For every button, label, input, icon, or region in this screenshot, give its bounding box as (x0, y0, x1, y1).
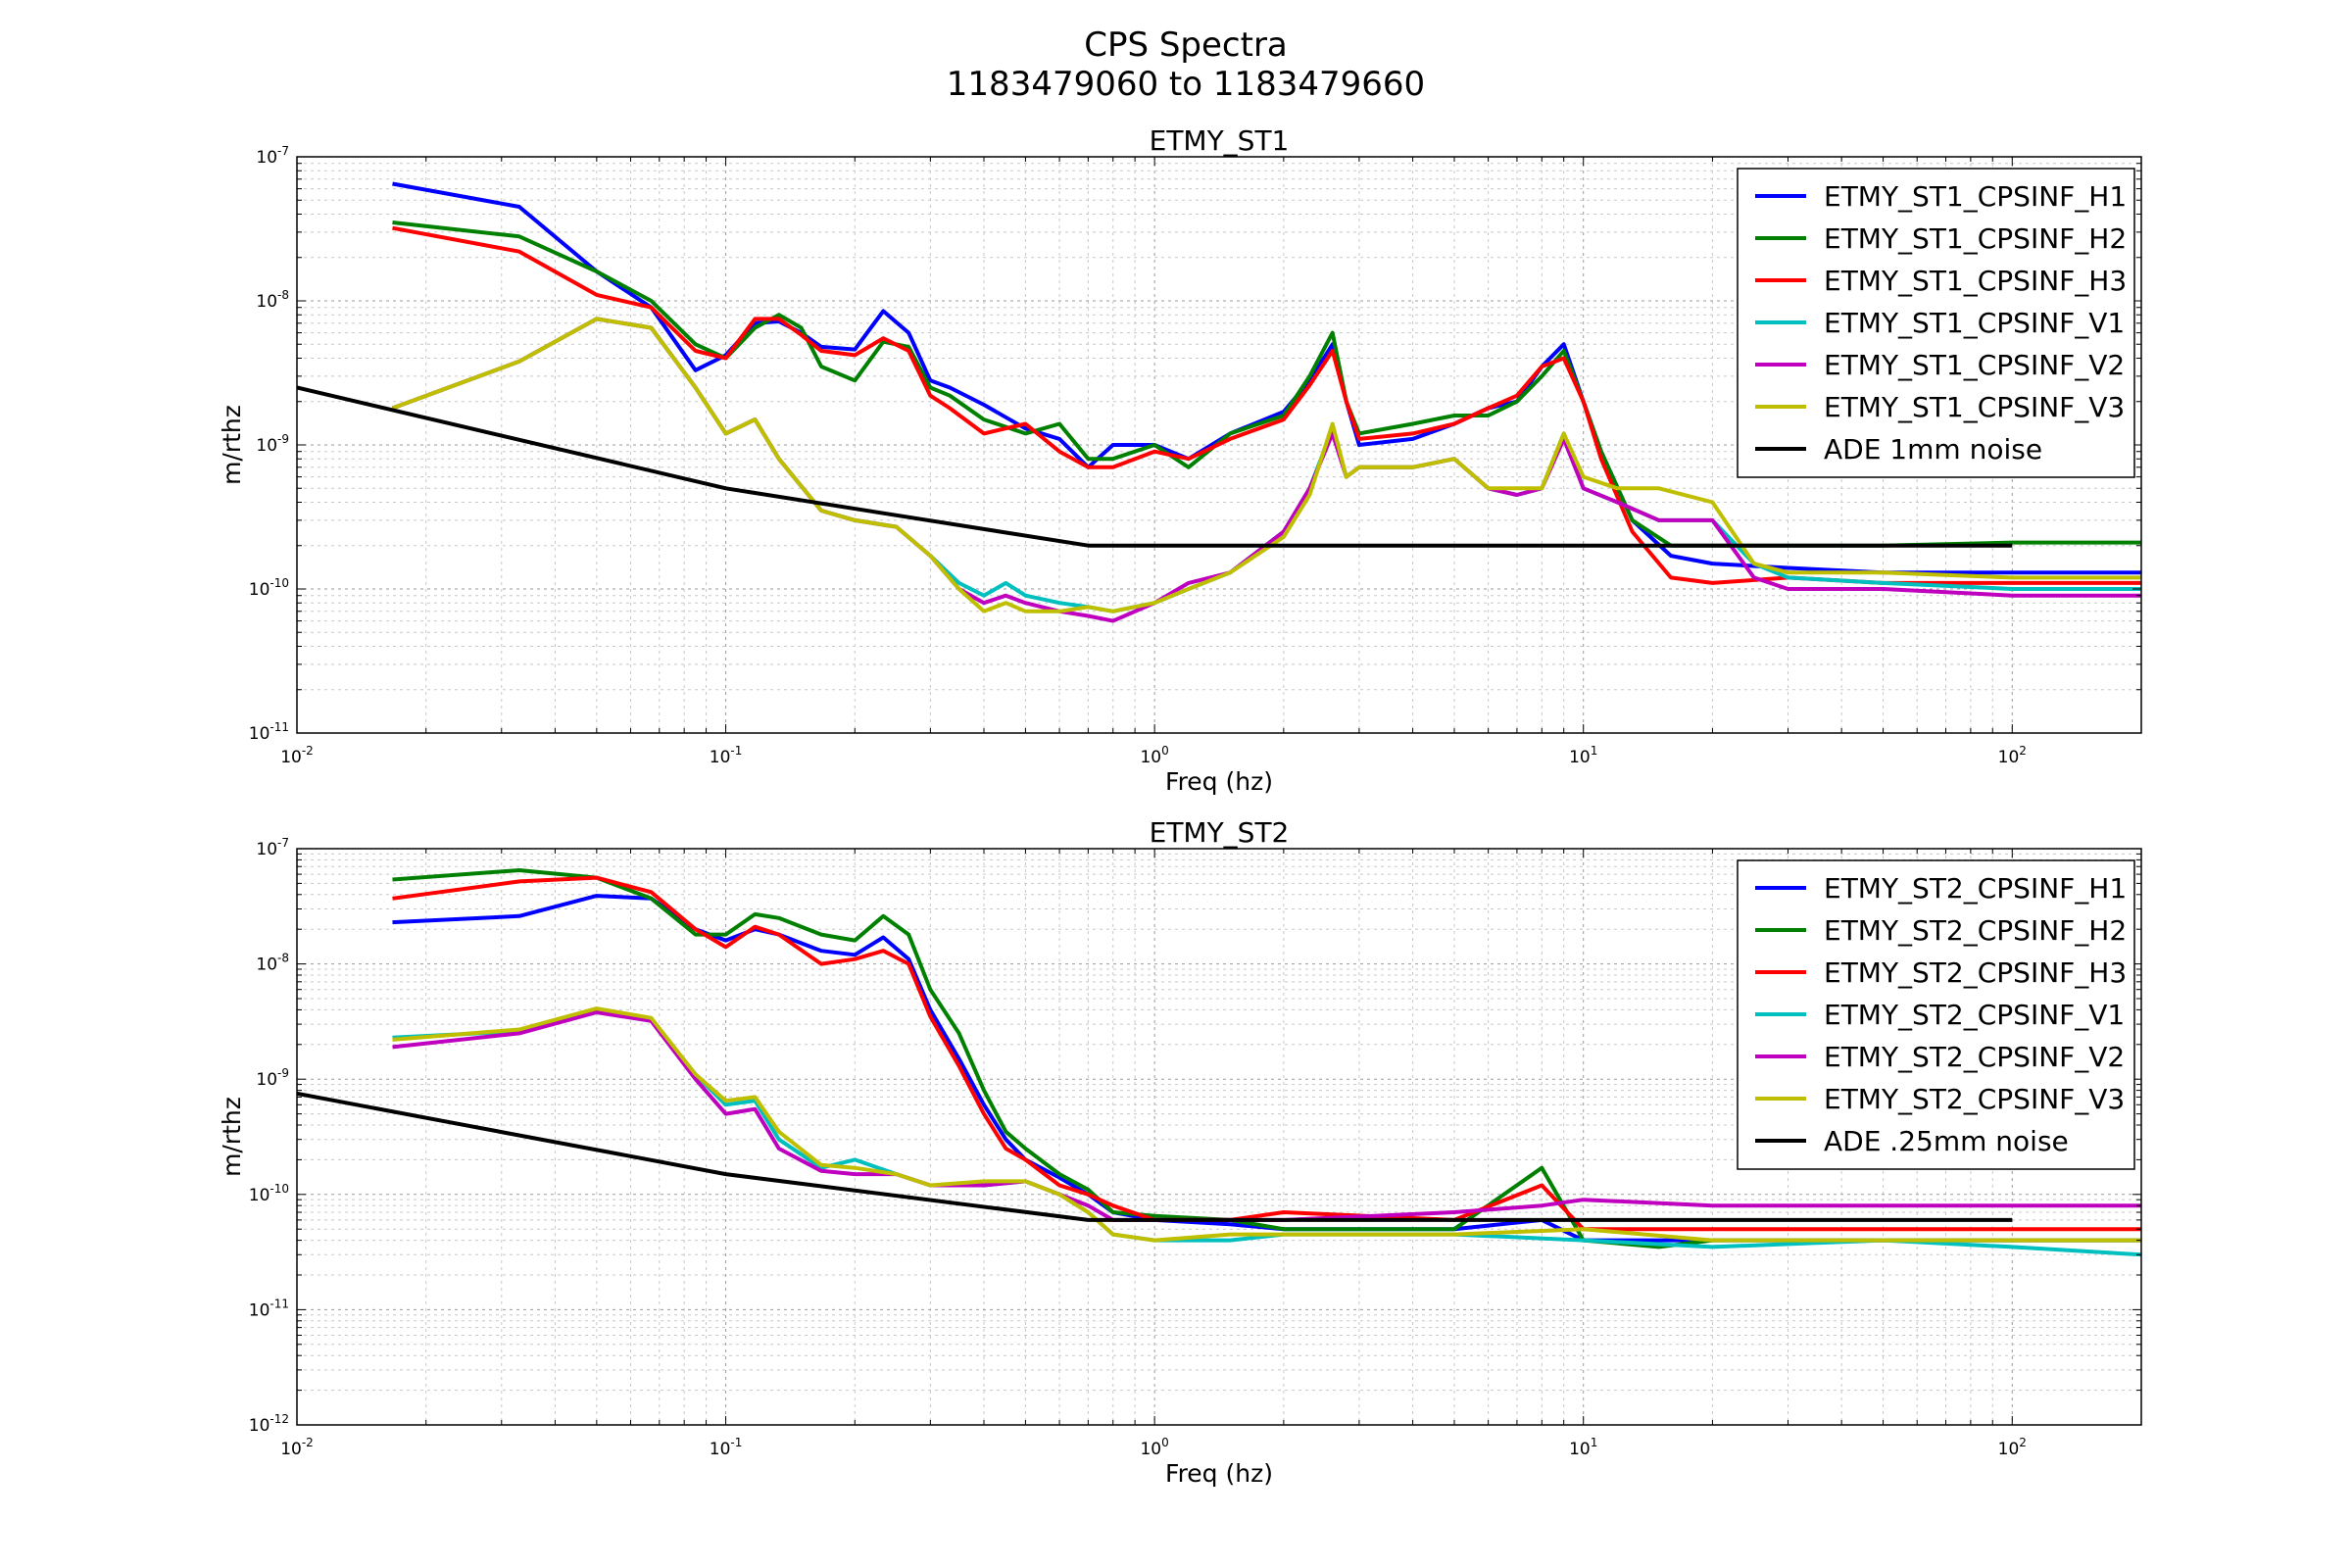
figure-title-line2: 1183479060 to 1183479660 (947, 65, 1425, 104)
st1-legend-label: ADE 1mm noise (1824, 433, 2042, 466)
series-line-etmy-st2-cpsinf-h1 (392, 894, 2141, 1243)
st1-x-tick-label: 102 (1998, 744, 2027, 767)
st2-y-tick-label: 10-10 (249, 1182, 289, 1205)
st2-axes-frame (296, 848, 2142, 1426)
st2-x-tick-label: 101 (1569, 1436, 1597, 1459)
st1-y-tick-label: 10-9 (256, 432, 289, 456)
series-line-etmy-st1-cpsinf-h3 (392, 225, 2141, 585)
st2-legend-label: ETMY_ST2_CPSINF_V1 (1824, 999, 2125, 1031)
series-line-etmy-st1-cpsinf-h2 (392, 220, 2141, 548)
st2-legend-label: ETMY_ST2_CPSINF_V2 (1824, 1041, 2125, 1073)
st1-series-lines (297, 181, 2141, 623)
st1-y-tick-label: 10-8 (256, 288, 289, 312)
st2-x-tick-label: 10-1 (710, 1436, 743, 1459)
series-line-etmy-st2-cpsinf-h3 (392, 875, 2141, 1232)
subplot-st2: 10-2 10-1 100 101 102 10-12 10-11 10-10 10-9 10-8… (218, 816, 2142, 1488)
st2-y-tick-label: 10-8 (256, 952, 289, 975)
st2-y-tick-label: 10-12 (249, 1412, 289, 1436)
st2-legend-label: ETMY_ST2_CPSINF_V3 (1824, 1083, 2125, 1115)
st2-y-tick-label: 10-11 (249, 1297, 289, 1320)
st1-x-tick-label: 101 (1569, 744, 1597, 767)
series-line-etmy-st1-cpsinf-v3 (391, 317, 2141, 613)
st1-legend-label: ETMY_ST1_CPSINF_V3 (1824, 391, 2125, 423)
st1-legend-label: ETMY_ST1_CPSINF_H1 (1824, 180, 2127, 213)
st2-title: ETMY_ST2 (1150, 816, 1290, 849)
st2-ticks: 10-2 10-1 100 101 102 10-12 10-11 10-10 10-9 10-8… (249, 836, 2142, 1459)
st2-legend-label: ETMY_ST2_CPSINF_H1 (1824, 872, 2127, 905)
st2-series-lines (297, 868, 2141, 1257)
subplot-st1: 10-2 10-1 100 101 10210-1110-1010-910-810-7 … (218, 124, 2142, 796)
st2-x-tick-label: 100 (1140, 1436, 1168, 1459)
st1-title: ETMY_ST1 (1150, 124, 1290, 157)
st1-x-tick-label: 10-1 (710, 744, 743, 767)
st2-xlabel: Freq (hz) (1165, 1459, 1273, 1488)
st1-ylabel: m/rthz (218, 405, 246, 485)
st1-legend: ETMY_ST1_CPSINF_H1 ETMY_ST1_CPSINF_H2 ETMY… (1737, 168, 2135, 478)
st1-legend-label: ETMY_ST1_CPSINF_V1 (1824, 307, 2125, 339)
st1-ticks: 10-2 10-1 100 101 102 10-11 10-10 10-9 10-8 10-7 (249, 144, 2142, 767)
series-line-ade-25mm-noise (297, 1091, 2013, 1222)
st1-xlabel: Freq (hz) (1165, 767, 1273, 796)
series-line-ade-1mm-noise (297, 385, 2013, 548)
st2-legend-label: ADE .25mm noise (1824, 1125, 2069, 1157)
st2-legend-label: ETMY_ST2_CPSINF_H3 (1824, 956, 2127, 989)
series-line-etmy-st2-cpsinf-v3 (392, 1006, 2141, 1243)
st2-x-tick-label: 102 (1998, 1436, 2027, 1459)
st1-y-tick-label: 10-10 (249, 576, 289, 600)
st2-y-tick-label: 10-7 (256, 836, 289, 859)
st1-x-tick-label: 10-2 (280, 744, 314, 767)
st1-y-tick-label: 10-11 (249, 720, 289, 744)
st1-legend-label: ETMY_ST1_CPSINF_H2 (1824, 222, 2127, 255)
st2-legend: ETMY_ST2_CPSINF_H1 ETMY_ST2_CPSINF_H2 ETMY… (1737, 859, 2135, 1170)
st2-ylabel: m/rthz (218, 1097, 246, 1177)
st1-legend-label: ETMY_ST1_CPSINF_V2 (1824, 349, 2125, 381)
st2-y-tick-label: 10-9 (256, 1066, 289, 1090)
st1-y-tick-label: 10-7 (256, 144, 289, 168)
st1-legend-label: ETMY_ST1_CPSINF_H3 (1824, 265, 2127, 297)
st1-x-tick-label: 100 (1140, 744, 1168, 767)
st2-legend-label: ETMY_ST2_CPSINF_H2 (1824, 914, 2127, 947)
st2-x-tick-label: 10-2 (280, 1436, 314, 1459)
figure-title-line1: CPS Spectra (1084, 25, 1288, 65)
